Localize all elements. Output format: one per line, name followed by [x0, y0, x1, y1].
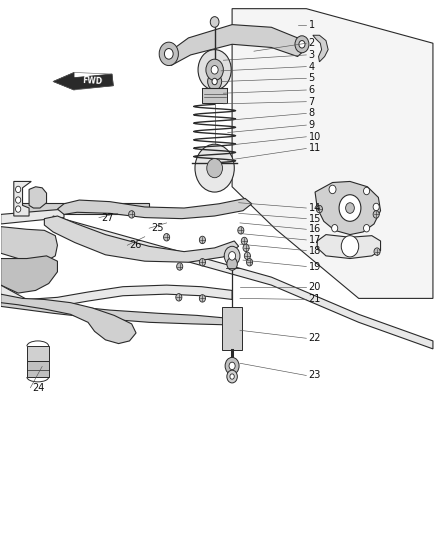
- Text: 23: 23: [308, 370, 321, 381]
- Circle shape: [373, 203, 379, 211]
- Polygon shape: [73, 74, 113, 90]
- Text: 8: 8: [308, 108, 314, 118]
- Text: 18: 18: [308, 246, 321, 255]
- Circle shape: [199, 295, 205, 302]
- Circle shape: [129, 211, 135, 218]
- Circle shape: [346, 203, 354, 213]
- Circle shape: [199, 236, 205, 244]
- Polygon shape: [1, 209, 64, 224]
- Circle shape: [15, 206, 21, 212]
- Text: 9: 9: [308, 120, 314, 130]
- Polygon shape: [1, 298, 232, 325]
- Polygon shape: [166, 25, 306, 66]
- Text: 16: 16: [308, 224, 321, 235]
- Circle shape: [341, 236, 359, 257]
- Circle shape: [229, 252, 236, 260]
- Text: 24: 24: [32, 383, 45, 393]
- Circle shape: [295, 36, 309, 53]
- Polygon shape: [202, 88, 227, 103]
- Text: 11: 11: [308, 143, 321, 154]
- Polygon shape: [232, 9, 433, 298]
- Polygon shape: [14, 203, 149, 214]
- Circle shape: [177, 263, 183, 270]
- Circle shape: [227, 370, 237, 383]
- Circle shape: [164, 49, 173, 59]
- Bar: [27, 346, 49, 361]
- Circle shape: [159, 42, 178, 66]
- Circle shape: [210, 17, 219, 27]
- Polygon shape: [1, 227, 57, 262]
- Polygon shape: [1, 285, 232, 309]
- Text: 17: 17: [308, 235, 321, 245]
- Text: 4: 4: [308, 62, 314, 71]
- Text: 1: 1: [308, 20, 314, 30]
- Text: 10: 10: [308, 132, 321, 142]
- Circle shape: [206, 59, 223, 80]
- Circle shape: [243, 244, 249, 252]
- Bar: [27, 361, 49, 377]
- Circle shape: [374, 248, 380, 255]
- Circle shape: [198, 50, 231, 90]
- Polygon shape: [53, 72, 74, 90]
- Polygon shape: [57, 198, 252, 219]
- Circle shape: [176, 294, 182, 301]
- Polygon shape: [1, 294, 136, 344]
- Circle shape: [230, 374, 234, 379]
- Polygon shape: [317, 235, 381, 259]
- Circle shape: [244, 252, 251, 260]
- Circle shape: [316, 205, 322, 213]
- Polygon shape: [14, 181, 31, 216]
- Polygon shape: [53, 216, 433, 349]
- Circle shape: [238, 227, 244, 234]
- Text: 14: 14: [308, 203, 321, 213]
- Circle shape: [373, 211, 379, 218]
- Polygon shape: [44, 216, 239, 262]
- Text: FWD: FWD: [82, 76, 102, 86]
- Circle shape: [15, 197, 21, 203]
- Circle shape: [227, 257, 237, 270]
- Text: 19: 19: [308, 262, 321, 271]
- Circle shape: [207, 159, 223, 177]
- Polygon shape: [1, 256, 57, 293]
- Circle shape: [224, 246, 240, 265]
- Polygon shape: [313, 35, 328, 62]
- Text: 3: 3: [308, 50, 314, 60]
- Circle shape: [332, 224, 338, 232]
- Polygon shape: [315, 181, 381, 235]
- Bar: [223, 308, 242, 350]
- Circle shape: [241, 237, 247, 245]
- Text: 7: 7: [308, 96, 315, 107]
- Text: 27: 27: [101, 213, 113, 223]
- Text: 25: 25: [151, 223, 164, 233]
- Text: 5: 5: [308, 74, 315, 83]
- Circle shape: [364, 187, 370, 195]
- Text: 2: 2: [308, 38, 315, 48]
- Text: 6: 6: [308, 85, 314, 95]
- Circle shape: [211, 66, 218, 74]
- Circle shape: [163, 233, 170, 241]
- Circle shape: [364, 224, 370, 232]
- Circle shape: [299, 41, 305, 48]
- Text: 21: 21: [308, 294, 321, 304]
- Text: 20: 20: [308, 282, 321, 292]
- Text: 15: 15: [308, 214, 321, 224]
- Text: 22: 22: [308, 333, 321, 343]
- Text: 26: 26: [130, 240, 142, 250]
- Circle shape: [229, 362, 235, 369]
- Circle shape: [195, 144, 234, 192]
- Circle shape: [247, 259, 253, 266]
- Circle shape: [199, 259, 205, 266]
- Circle shape: [339, 195, 361, 221]
- Polygon shape: [29, 187, 46, 208]
- Circle shape: [212, 78, 217, 85]
- Circle shape: [208, 73, 222, 90]
- Circle shape: [329, 185, 336, 193]
- Circle shape: [225, 358, 239, 374]
- Circle shape: [15, 186, 21, 192]
